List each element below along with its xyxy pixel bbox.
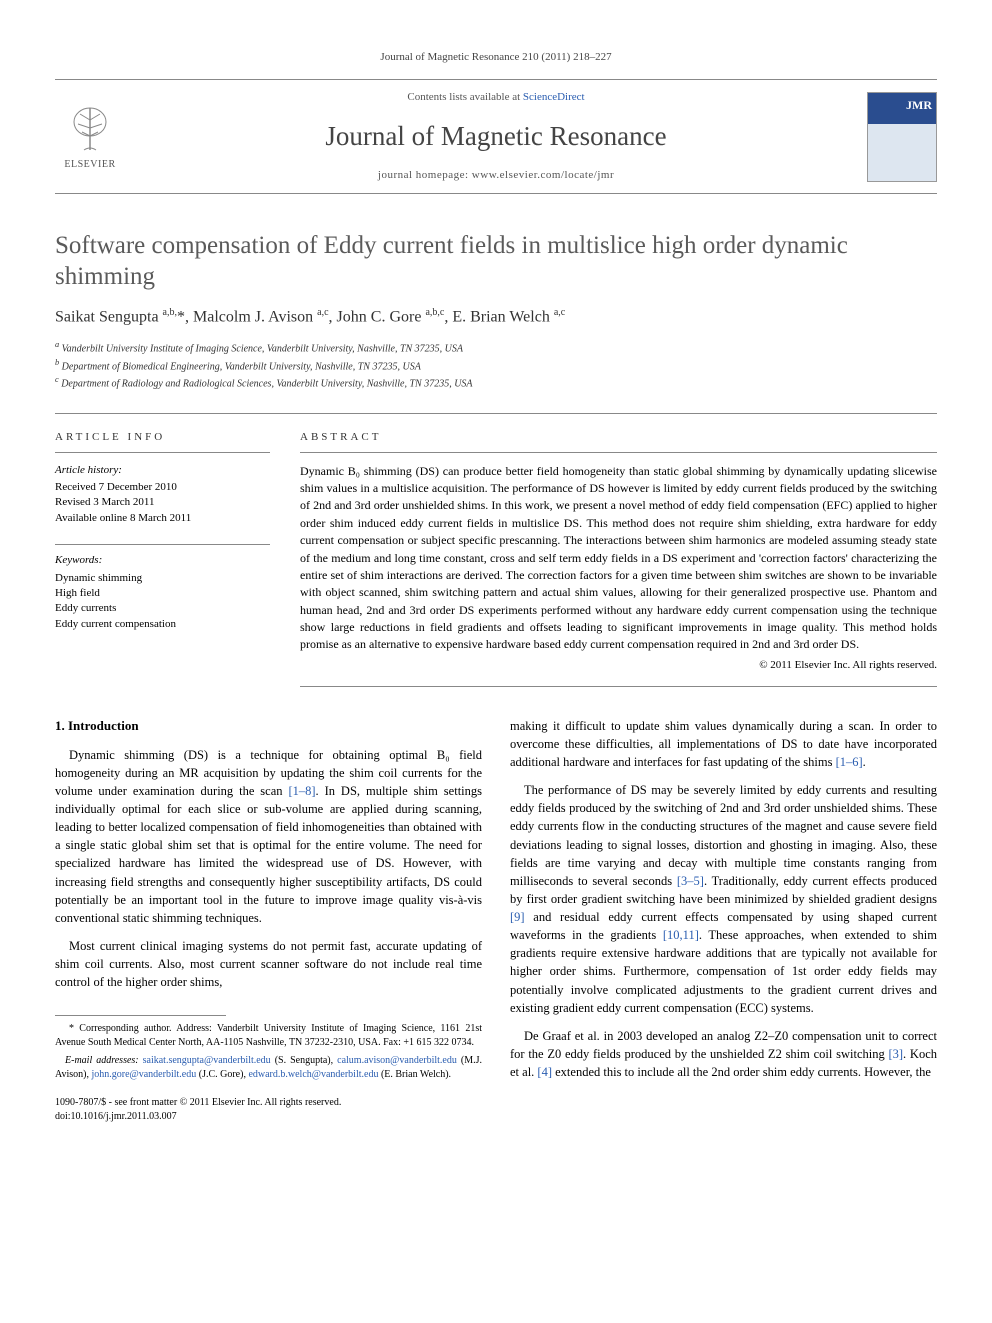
- journal-homepage: journal homepage: www.elsevier.com/locat…: [143, 168, 849, 183]
- keyword: High field: [55, 586, 270, 601]
- email-link[interactable]: calum.avison@vanderbilt.edu: [337, 1055, 457, 1066]
- email-addresses: E-mail addresses: saikat.sengupta@vander…: [55, 1054, 482, 1082]
- keyword: Eddy current compensation: [55, 617, 270, 632]
- ref-link[interactable]: [3]: [888, 1047, 903, 1061]
- elsevier-tree-icon: [66, 102, 114, 156]
- article-info-heading: ARTICLE INFO: [55, 430, 270, 452]
- abstract-body: Dynamic B₀ shimming (DS) can produce bet…: [300, 464, 937, 652]
- affiliation-b: b Department of Biomedical Engineering, …: [55, 357, 937, 374]
- body-columns: 1. Introduction Dynamic shimming (DS) is…: [55, 717, 937, 1124]
- article-info: ARTICLE INFO Article history: Received 7…: [55, 430, 270, 687]
- ref-link[interactable]: [1–8]: [288, 784, 315, 798]
- corresponding-author: * Corresponding author. Address: Vanderb…: [55, 1022, 482, 1050]
- aff-marker: a: [55, 340, 59, 349]
- email-link[interactable]: john.gore@vanderbilt.edu: [91, 1069, 196, 1080]
- ref-link[interactable]: [4]: [537, 1065, 552, 1079]
- journal-cover-thumbnail: JMR: [867, 92, 937, 182]
- intro-p1: Dynamic shimming (DS) is a technique for…: [55, 746, 482, 927]
- intro-p3: making it difficult to update shim value…: [510, 717, 937, 771]
- email-who: (E. Brian Welch).: [378, 1069, 451, 1080]
- section-1-heading: 1. Introduction: [55, 717, 482, 736]
- history-label: Article history:: [55, 463, 270, 478]
- cover-label: JMR: [906, 97, 932, 114]
- ref-link[interactable]: [10,11]: [663, 928, 699, 942]
- email-who: (J.C. Gore),: [196, 1069, 248, 1080]
- p3-b: .: [863, 755, 866, 769]
- p5-c: extended this to include all the 2nd ord…: [552, 1065, 931, 1079]
- aff-text: Department of Biomedical Engineering, Va…: [62, 361, 421, 372]
- intro-p2: Most current clinical imaging systems do…: [55, 937, 482, 991]
- footnotes: * Corresponding author. Address: Vanderb…: [55, 1022, 482, 1082]
- sciencedirect-link[interactable]: ScienceDirect: [523, 91, 585, 103]
- aff-marker: b: [55, 358, 59, 367]
- contents-prefix: Contents lists available at: [407, 91, 522, 103]
- left-column: 1. Introduction Dynamic shimming (DS) is…: [55, 717, 482, 1124]
- email-who: (S. Sengupta),: [271, 1055, 337, 1066]
- intro-p5: De Graaf et al. in 2003 developed an ana…: [510, 1027, 937, 1081]
- contents-available-line: Contents lists available at ScienceDirec…: [143, 90, 849, 105]
- right-column: making it difficult to update shim value…: [510, 717, 937, 1124]
- publisher-name: ELSEVIER: [64, 158, 115, 172]
- abstract-column: ABSTRACT Dynamic B₀ shimming (DS) can pr…: [300, 430, 937, 687]
- ref-link[interactable]: [9]: [510, 910, 525, 924]
- aff-text: Department of Radiology and Radiological…: [61, 378, 472, 389]
- keywords-block: Keywords: Dynamic shimming High field Ed…: [55, 544, 270, 632]
- history-received: Received 7 December 2010: [55, 480, 270, 495]
- ref-link[interactable]: [3–5]: [677, 874, 704, 888]
- abstract-copyright: © 2011 Elsevier Inc. All rights reserved…: [300, 658, 937, 674]
- p4-a: The performance of DS may be severely li…: [510, 783, 937, 888]
- abstract-heading: ABSTRACT: [300, 430, 937, 452]
- doi-block: 1090-7807/$ - see front matter © 2011 El…: [55, 1096, 482, 1124]
- masthead-center: Contents lists available at ScienceDirec…: [143, 90, 849, 183]
- front-matter-line: 1090-7807/$ - see front matter © 2011 El…: [55, 1096, 482, 1110]
- top-citation: Journal of Magnetic Resonance 210 (2011)…: [55, 50, 937, 65]
- history-online: Available online 8 March 2011: [55, 511, 270, 526]
- email-link[interactable]: edward.b.welch@vanderbilt.edu: [248, 1069, 378, 1080]
- author-list: Saikat Sengupta a,b,*, Malcolm J. Avison…: [55, 306, 937, 329]
- ref-link[interactable]: [1–6]: [836, 755, 863, 769]
- abstract-text: Dynamic B₀ shimming (DS) can produce bet…: [300, 463, 937, 687]
- footnote-separator: [55, 1015, 226, 1016]
- affiliation-a: a Vanderbilt University Institute of Ima…: [55, 339, 937, 356]
- elsevier-logo: ELSEVIER: [55, 97, 125, 177]
- p1-b: . In DS, multiple shim settings individu…: [55, 784, 482, 925]
- doi-line: doi:10.1016/j.jmr.2011.03.007: [55, 1110, 482, 1124]
- masthead: ELSEVIER Contents lists available at Sci…: [55, 79, 937, 194]
- affiliations: a Vanderbilt University Institute of Ima…: [55, 339, 937, 391]
- affiliation-c: c Department of Radiology and Radiologic…: [55, 374, 937, 391]
- info-abstract-row: ARTICLE INFO Article history: Received 7…: [55, 413, 937, 687]
- history-revised: Revised 3 March 2011: [55, 495, 270, 510]
- journal-title: Journal of Magnetic Resonance: [143, 118, 849, 156]
- p5-a: De Graaf et al. in 2003 developed an ana…: [510, 1029, 937, 1061]
- aff-marker: c: [55, 375, 59, 384]
- p3-a: making it difficult to update shim value…: [510, 719, 937, 769]
- intro-p4: The performance of DS may be severely li…: [510, 781, 937, 1017]
- keywords-label: Keywords:: [55, 553, 270, 568]
- aff-text: Vanderbilt University Institute of Imagi…: [62, 344, 463, 355]
- emails-label: E-mail addresses:: [65, 1055, 139, 1066]
- article-title: Software compensation of Eddy current fi…: [55, 230, 937, 293]
- email-link[interactable]: saikat.sengupta@vanderbilt.edu: [143, 1055, 271, 1066]
- keyword: Dynamic shimming: [55, 571, 270, 586]
- keyword: Eddy currents: [55, 601, 270, 616]
